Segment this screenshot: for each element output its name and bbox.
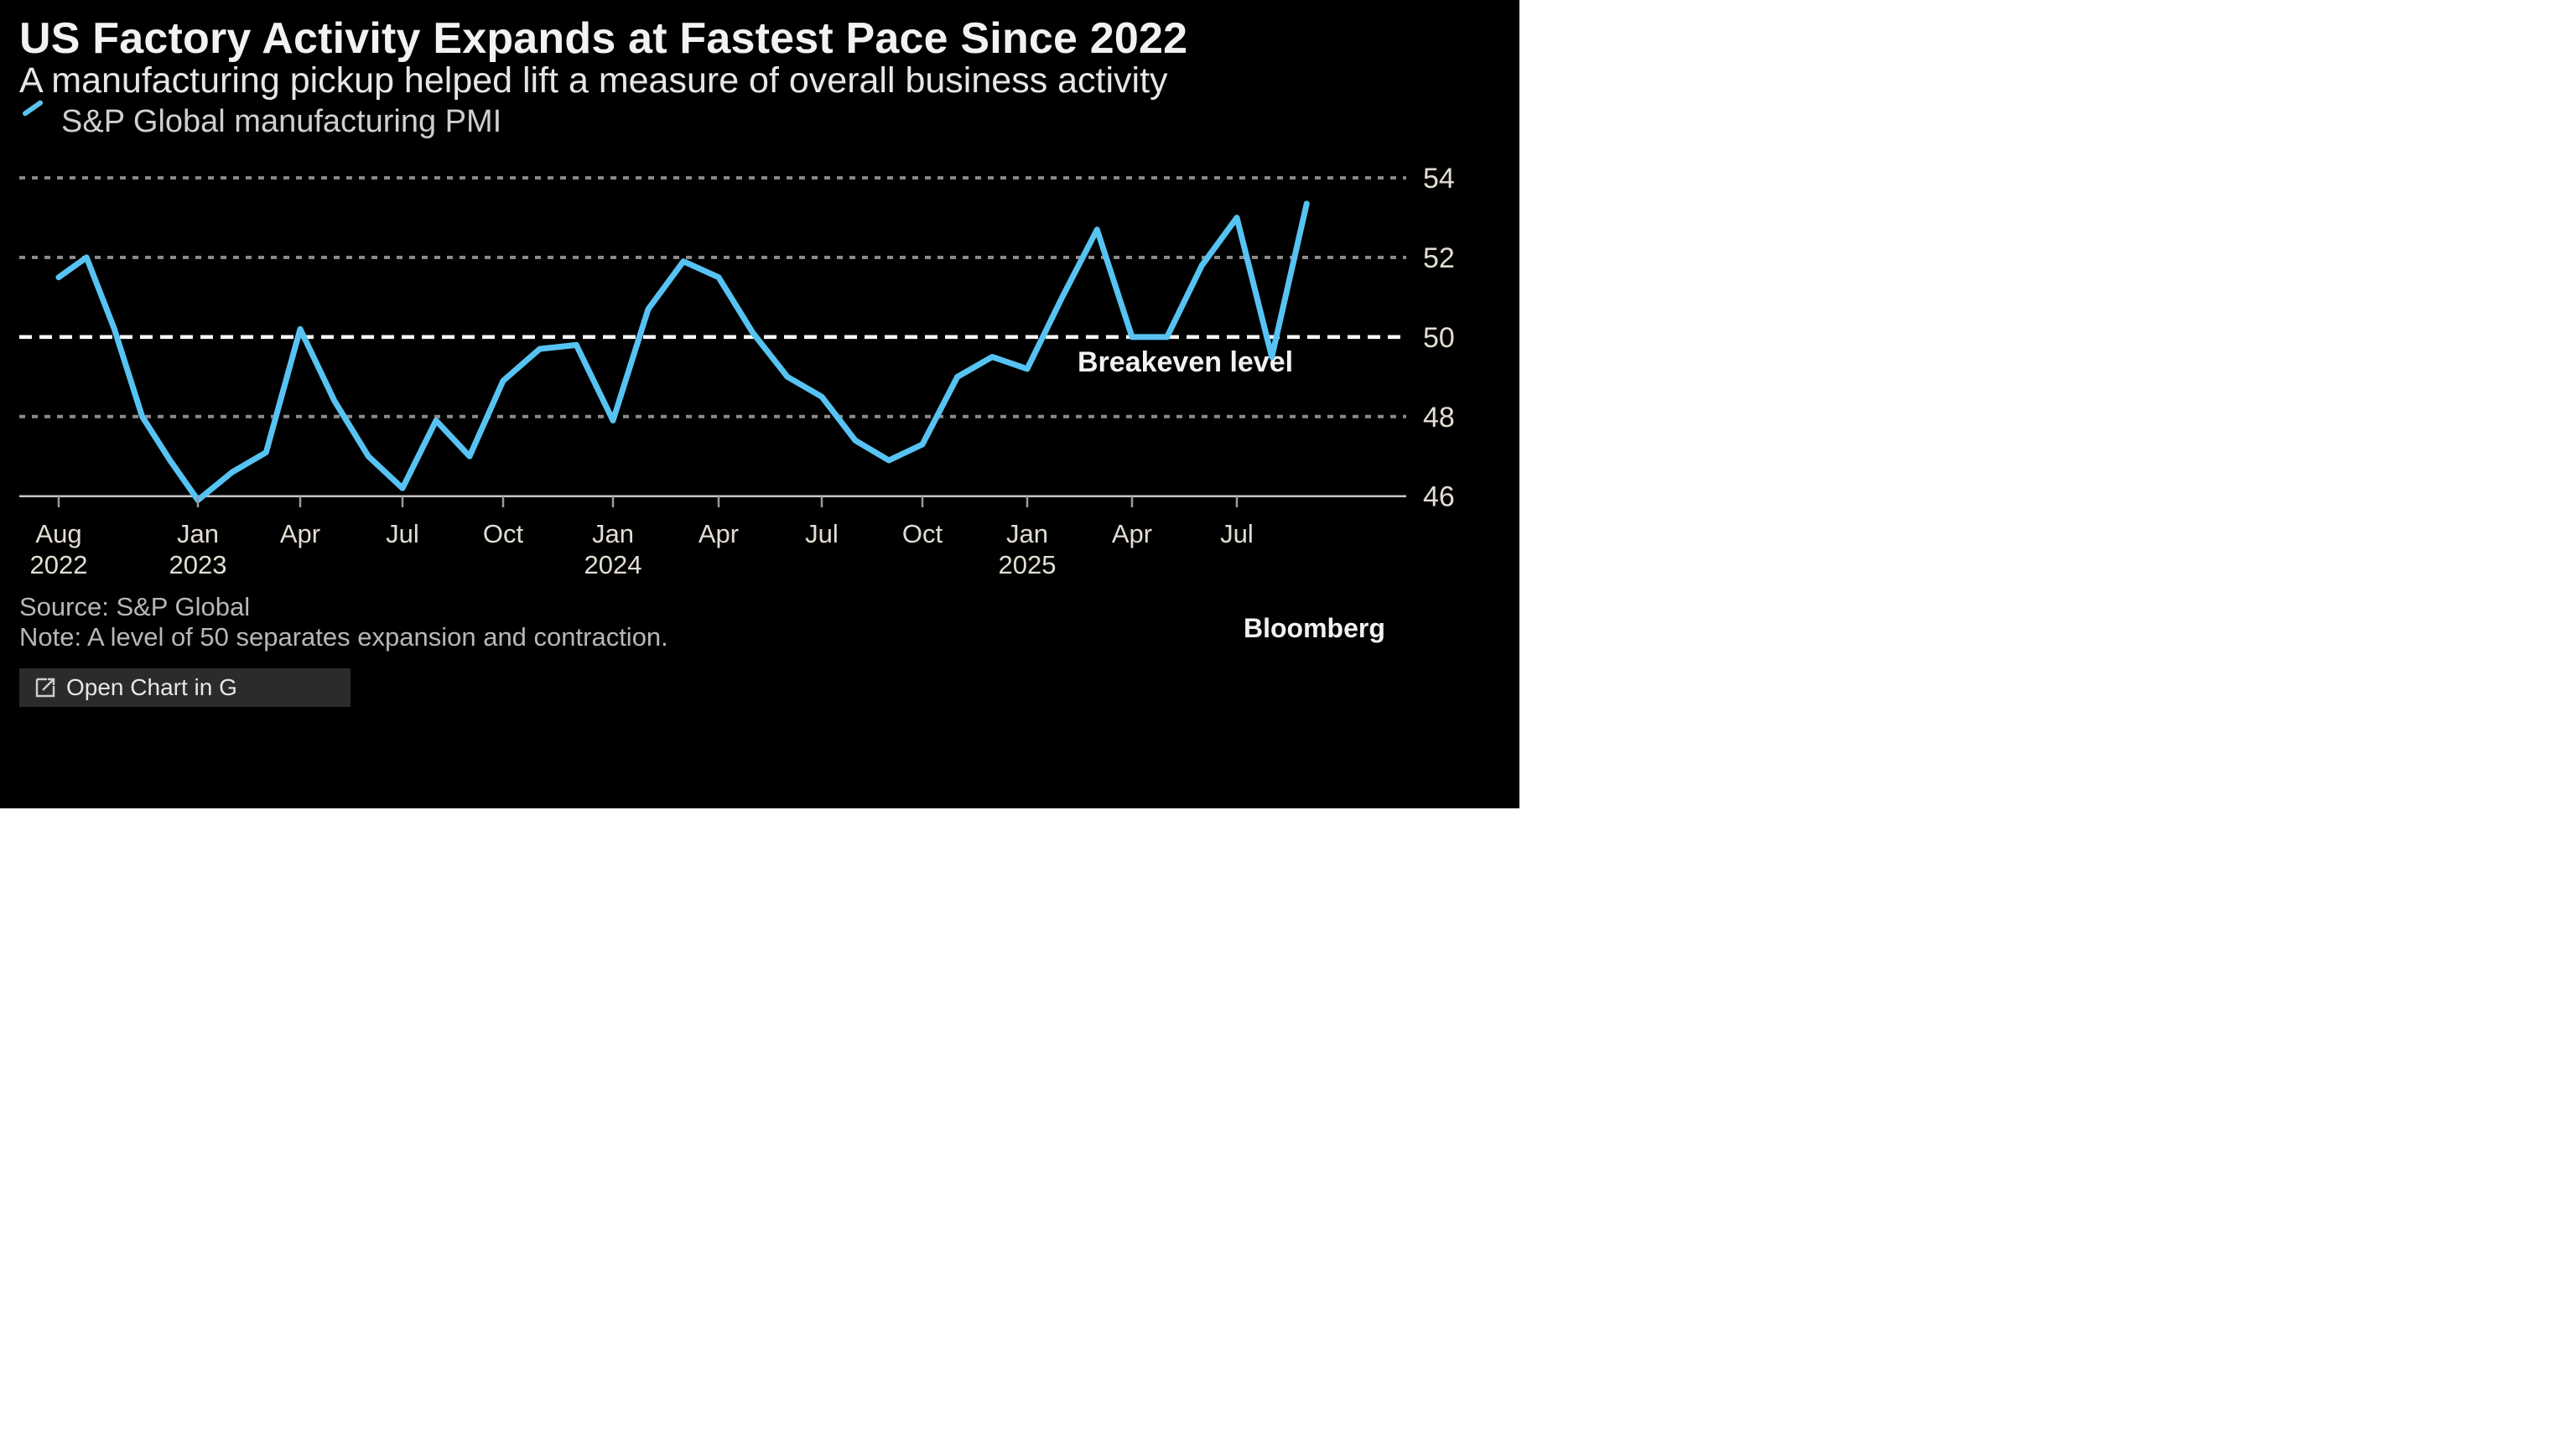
svg-text:2022: 2022 <box>30 550 88 579</box>
svg-text:54: 54 <box>1423 163 1455 195</box>
svg-text:50: 50 <box>1423 322 1455 354</box>
svg-text:Jan: Jan <box>177 519 219 548</box>
svg-text:48: 48 <box>1423 402 1455 434</box>
svg-text:Oct: Oct <box>483 519 524 548</box>
svg-text:2023: 2023 <box>169 550 227 579</box>
svg-text:Apr: Apr <box>1112 519 1152 548</box>
svg-text:Jan: Jan <box>1006 519 1048 548</box>
svg-text:2024: 2024 <box>584 550 642 579</box>
svg-text:46: 46 <box>1423 481 1455 513</box>
svg-text:Oct: Oct <box>902 519 943 548</box>
svg-text:Apr: Apr <box>699 519 739 548</box>
svg-text:Breakeven level: Breakeven level <box>1078 346 1293 378</box>
svg-text:2025: 2025 <box>999 550 1057 579</box>
svg-text:Apr: Apr <box>280 519 320 548</box>
svg-text:52: 52 <box>1423 242 1455 274</box>
svg-text:Aug: Aug <box>35 519 81 548</box>
svg-text:Jan: Jan <box>592 519 634 548</box>
svg-text:Jul: Jul <box>1220 519 1254 548</box>
svg-text:Jul: Jul <box>805 519 839 548</box>
svg-text:Jul: Jul <box>386 519 419 548</box>
